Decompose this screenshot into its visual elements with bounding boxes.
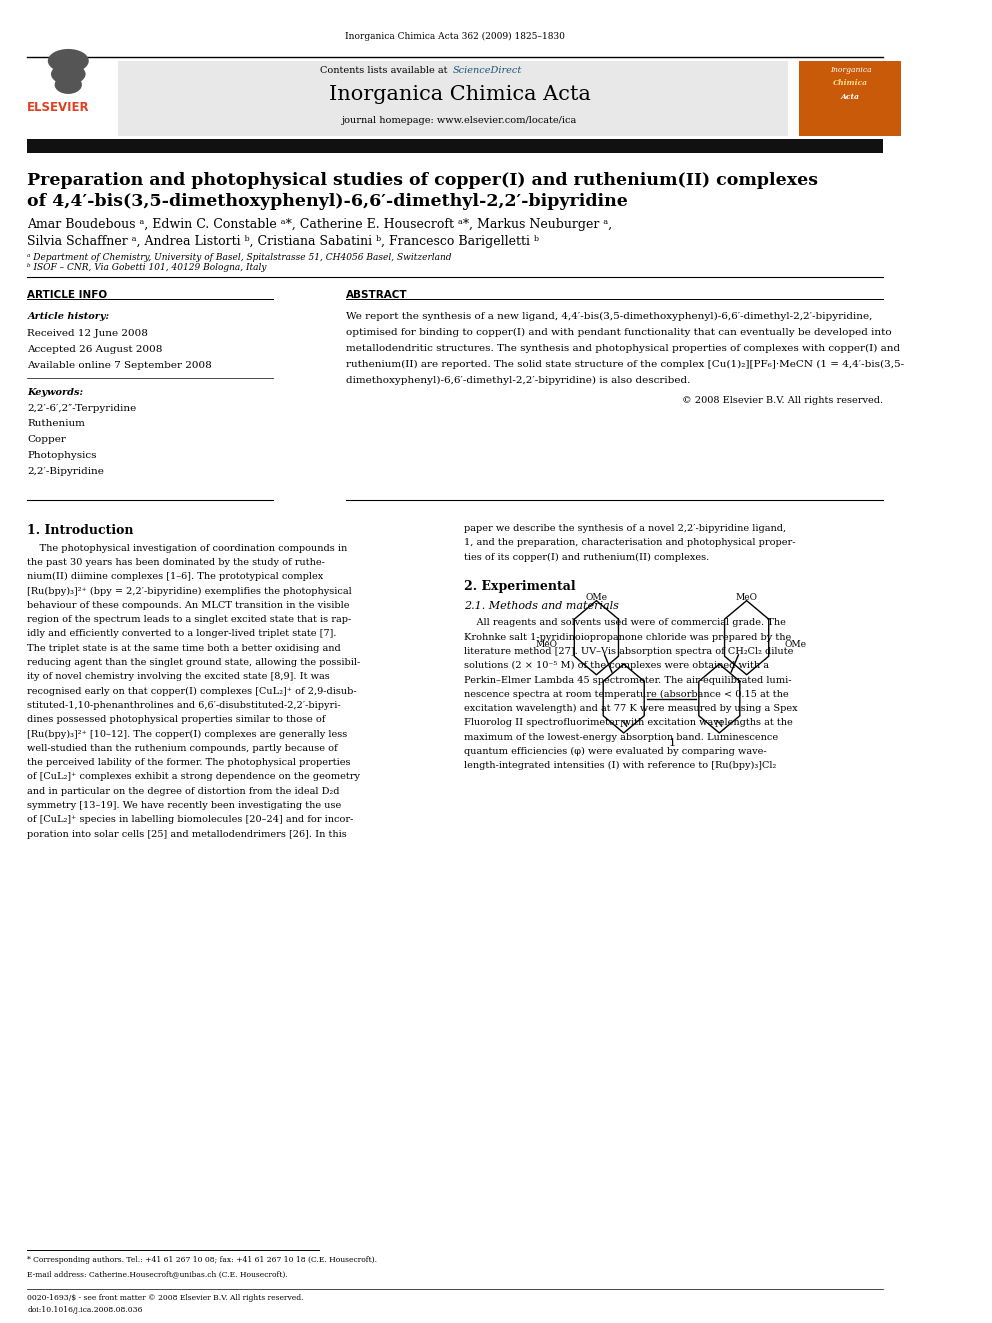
Text: dines possessed photophysical properties similar to those of: dines possessed photophysical properties… bbox=[28, 716, 325, 724]
Text: OMe: OMe bbox=[585, 593, 607, 602]
Text: reducing agent than the singlet ground state, allowing the possibil-: reducing agent than the singlet ground s… bbox=[28, 658, 360, 667]
Text: excitation wavelength) and at 77 K were measured by using a Spex: excitation wavelength) and at 77 K were … bbox=[464, 704, 798, 713]
Text: and in particular on the degree of distortion from the ideal D₂d: and in particular on the degree of disto… bbox=[28, 787, 340, 795]
Text: All reagents and solvents used were of commercial grade. The: All reagents and solvents used were of c… bbox=[464, 618, 787, 627]
Text: doi:10.1016/j.ica.2008.08.036: doi:10.1016/j.ica.2008.08.036 bbox=[28, 1306, 143, 1314]
Text: ties of its copper(I) and ruthenium(II) complexes.: ties of its copper(I) and ruthenium(II) … bbox=[464, 553, 709, 561]
Text: Perkin–Elmer Lambda 45 spectrometer. The air-equilibrated lumi-: Perkin–Elmer Lambda 45 spectrometer. The… bbox=[464, 676, 792, 684]
Text: of [CuL₂]⁺ species in labelling biomolecules [20–24] and for incor-: of [CuL₂]⁺ species in labelling biomolec… bbox=[28, 815, 354, 824]
Text: N: N bbox=[715, 720, 723, 729]
Text: the perceived lability of the former. The photophysical properties: the perceived lability of the former. Th… bbox=[28, 758, 351, 767]
Text: Available online 7 September 2008: Available online 7 September 2008 bbox=[28, 361, 212, 370]
FancyBboxPatch shape bbox=[118, 61, 788, 136]
Text: Amar Boudebous ᵃ, Edwin C. Constable ᵃ*, Catherine E. Housecroft ᵃ*, Markus Neub: Amar Boudebous ᵃ, Edwin C. Constable ᵃ*,… bbox=[28, 218, 612, 232]
Text: optimised for binding to copper(I) and with pendant functionality that can event: optimised for binding to copper(I) and w… bbox=[346, 328, 892, 337]
Text: nescence spectra at room temperature (absorbance < 0.15 at the: nescence spectra at room temperature (ab… bbox=[464, 689, 789, 699]
Text: Preparation and photophysical studies of copper(I) and ruthenium(II) complexes: Preparation and photophysical studies of… bbox=[28, 172, 818, 189]
Text: paper we describe the synthesis of a novel 2,2′-bipyridine ligand,: paper we describe the synthesis of a nov… bbox=[464, 524, 787, 533]
Text: quantum efficiencies (φ) were evaluated by comparing wave-: quantum efficiencies (φ) were evaluated … bbox=[464, 747, 767, 755]
Text: of [CuL₂]⁺ complexes exhibit a strong dependence on the geometry: of [CuL₂]⁺ complexes exhibit a strong de… bbox=[28, 773, 360, 782]
Text: the past 30 years has been dominated by the study of ruthe-: the past 30 years has been dominated by … bbox=[28, 558, 325, 568]
Text: idly and efficiently converted to a longer-lived triplet state [7].: idly and efficiently converted to a long… bbox=[28, 630, 337, 639]
Text: journal homepage: www.elsevier.com/locate/ica: journal homepage: www.elsevier.com/locat… bbox=[342, 116, 577, 126]
FancyBboxPatch shape bbox=[800, 61, 902, 136]
Text: Silvia Schaffner ᵃ, Andrea Listorti ᵇ, Cristiana Sabatini ᵇ, Francesco Barigelle: Silvia Schaffner ᵃ, Andrea Listorti ᵇ, C… bbox=[28, 235, 540, 249]
Text: ELSEVIER: ELSEVIER bbox=[28, 101, 90, 114]
Text: of 4,4′-bis(3,5-dimethoxyphenyl)-6,6′-dimethyl-2,2′-bipyridine: of 4,4′-bis(3,5-dimethoxyphenyl)-6,6′-di… bbox=[28, 193, 628, 210]
Text: 2,2′-Bipyridine: 2,2′-Bipyridine bbox=[28, 467, 104, 476]
Text: MeO: MeO bbox=[736, 593, 758, 602]
Text: symmetry [13–19]. We have recently been investigating the use: symmetry [13–19]. We have recently been … bbox=[28, 800, 341, 810]
Ellipse shape bbox=[55, 75, 82, 94]
Text: 1: 1 bbox=[669, 738, 676, 749]
Text: Accepted 26 August 2008: Accepted 26 August 2008 bbox=[28, 345, 163, 355]
Text: 1, and the preparation, characterisation and photophysical proper-: 1, and the preparation, characterisation… bbox=[464, 538, 796, 548]
Text: 2.1. Methods and materials: 2.1. Methods and materials bbox=[464, 601, 619, 611]
Text: ᵇ ISOF – CNR, Via Gobetti 101, 40129 Bologna, Italy: ᵇ ISOF – CNR, Via Gobetti 101, 40129 Bol… bbox=[28, 263, 267, 273]
Text: 2,2′-6′,2″-Terpyridine: 2,2′-6′,2″-Terpyridine bbox=[28, 404, 137, 413]
Text: ity of novel chemistry involving the excited state [8,9]. It was: ity of novel chemistry involving the exc… bbox=[28, 672, 330, 681]
Text: The triplet state is at the same time both a better oxidising and: The triplet state is at the same time bo… bbox=[28, 644, 341, 652]
Text: OMe: OMe bbox=[785, 640, 806, 648]
Text: 0020-1693/$ - see front matter © 2008 Elsevier B.V. All rights reserved.: 0020-1693/$ - see front matter © 2008 El… bbox=[28, 1294, 304, 1302]
Text: 2. Experimental: 2. Experimental bbox=[464, 579, 576, 593]
Text: Ruthenium: Ruthenium bbox=[28, 419, 85, 429]
Text: well-studied than the ruthenium compounds, partly because of: well-studied than the ruthenium compound… bbox=[28, 744, 338, 753]
Text: Keywords:: Keywords: bbox=[28, 388, 83, 397]
Text: * Corresponding authors. Tel.: +41 61 267 10 08; fax: +41 61 267 10 18 (C.E. Hou: * Corresponding authors. Tel.: +41 61 26… bbox=[28, 1256, 377, 1263]
Text: ruthenium(II) are reported. The solid state structure of the complex [Cu(1)₂][PF: ruthenium(II) are reported. The solid st… bbox=[346, 360, 904, 369]
Text: length-integrated intensities (I) with reference to [Ru(bpy)₃]Cl₂: length-integrated intensities (I) with r… bbox=[464, 761, 777, 770]
Text: poration into solar cells [25] and metallodendrimers [26]. In this: poration into solar cells [25] and metal… bbox=[28, 830, 347, 839]
Text: nium(II) diimine complexes [1–6]. The prototypical complex: nium(II) diimine complexes [1–6]. The pr… bbox=[28, 573, 323, 581]
Text: recognised early on that copper(I) complexes [CuL₂]⁺ of 2,9-disub-: recognised early on that copper(I) compl… bbox=[28, 687, 357, 696]
Text: ScienceDirect: ScienceDirect bbox=[452, 66, 522, 75]
Text: Inorganica Chimica Acta 362 (2009) 1825–1830: Inorganica Chimica Acta 362 (2009) 1825–… bbox=[345, 32, 565, 41]
Text: literature method [27]. UV–Vis absorption spectra of CH₂Cl₂ dilute: literature method [27]. UV–Vis absorptio… bbox=[464, 647, 794, 656]
Text: The photophysical investigation of coordination compounds in: The photophysical investigation of coord… bbox=[28, 544, 347, 553]
Text: ᵃ Department of Chemistry, University of Basel, Spitalstrasse 51, CH4056 Basel, : ᵃ Department of Chemistry, University of… bbox=[28, 253, 451, 262]
Text: [Ru(bpy)₃]²⁺ [10–12]. The copper(I) complexes are generally less: [Ru(bpy)₃]²⁺ [10–12]. The copper(I) comp… bbox=[28, 729, 347, 738]
Text: Article history:: Article history: bbox=[28, 312, 109, 321]
Text: solutions (2 × 10⁻⁵ M) of the complexes were obtained with a: solutions (2 × 10⁻⁵ M) of the complexes … bbox=[464, 662, 770, 671]
Text: [Ru(bpy)₃]²⁺ (bpy = 2,2′-bipyridine) exemplifies the photophysical: [Ru(bpy)₃]²⁺ (bpy = 2,2′-bipyridine) exe… bbox=[28, 586, 352, 595]
Text: Fluorolog II spectrofluorimeter with excitation wavelengths at the: Fluorolog II spectrofluorimeter with exc… bbox=[464, 718, 794, 728]
Text: metallodendritic structures. The synthesis and photophysical properties of compl: metallodendritic structures. The synthes… bbox=[346, 344, 900, 353]
Text: Contents lists available at: Contents lists available at bbox=[320, 66, 450, 75]
Ellipse shape bbox=[48, 49, 88, 73]
Text: 1. Introduction: 1. Introduction bbox=[28, 524, 134, 537]
Text: Inorganica Chimica Acta: Inorganica Chimica Acta bbox=[329, 85, 591, 103]
Text: Copper: Copper bbox=[28, 435, 66, 445]
Text: Inorganica: Inorganica bbox=[829, 66, 871, 74]
Ellipse shape bbox=[51, 64, 85, 85]
Text: maximum of the lowest-energy absorption band. Luminescence: maximum of the lowest-energy absorption … bbox=[464, 733, 779, 742]
Text: Krohnke salt 1-pyridinoiopropanone chloride was prepared by the: Krohnke salt 1-pyridinoiopropanone chlor… bbox=[464, 632, 792, 642]
Text: © 2008 Elsevier B.V. All rights reserved.: © 2008 Elsevier B.V. All rights reserved… bbox=[682, 396, 883, 405]
Text: Photophysics: Photophysics bbox=[28, 451, 97, 460]
Text: ABSTRACT: ABSTRACT bbox=[346, 290, 408, 300]
Text: Received 12 June 2008: Received 12 June 2008 bbox=[28, 329, 148, 339]
Text: Acta: Acta bbox=[841, 93, 860, 101]
Text: We report the synthesis of a new ligand, 4,4′-bis(3,5-dimethoxyphenyl)-6,6′-dime: We report the synthesis of a new ligand,… bbox=[346, 312, 872, 321]
Text: behaviour of these compounds. An MLCT transition in the visible: behaviour of these compounds. An MLCT tr… bbox=[28, 601, 350, 610]
Text: dimethoxyphenyl)-6,6′-dimethyl-2,2′-bipyridine) is also described.: dimethoxyphenyl)-6,6′-dimethyl-2,2′-bipy… bbox=[346, 376, 690, 385]
Text: Chimica: Chimica bbox=[833, 79, 868, 87]
Text: ARTICLE INFO: ARTICLE INFO bbox=[28, 290, 107, 300]
FancyBboxPatch shape bbox=[28, 139, 883, 153]
Text: region of the spectrum leads to a singlet excited state that is rap-: region of the spectrum leads to a single… bbox=[28, 615, 351, 624]
Text: MeO: MeO bbox=[536, 640, 558, 648]
Text: N: N bbox=[619, 720, 628, 729]
Text: E-mail address: Catherine.Housecroft@unibas.ch (C.E. Housecroft).: E-mail address: Catherine.Housecroft@uni… bbox=[28, 1270, 288, 1278]
Text: stituted-1,10-phenanthrolines and 6,6′-disubstituted-2,2′-bipyri-: stituted-1,10-phenanthrolines and 6,6′-d… bbox=[28, 701, 341, 710]
